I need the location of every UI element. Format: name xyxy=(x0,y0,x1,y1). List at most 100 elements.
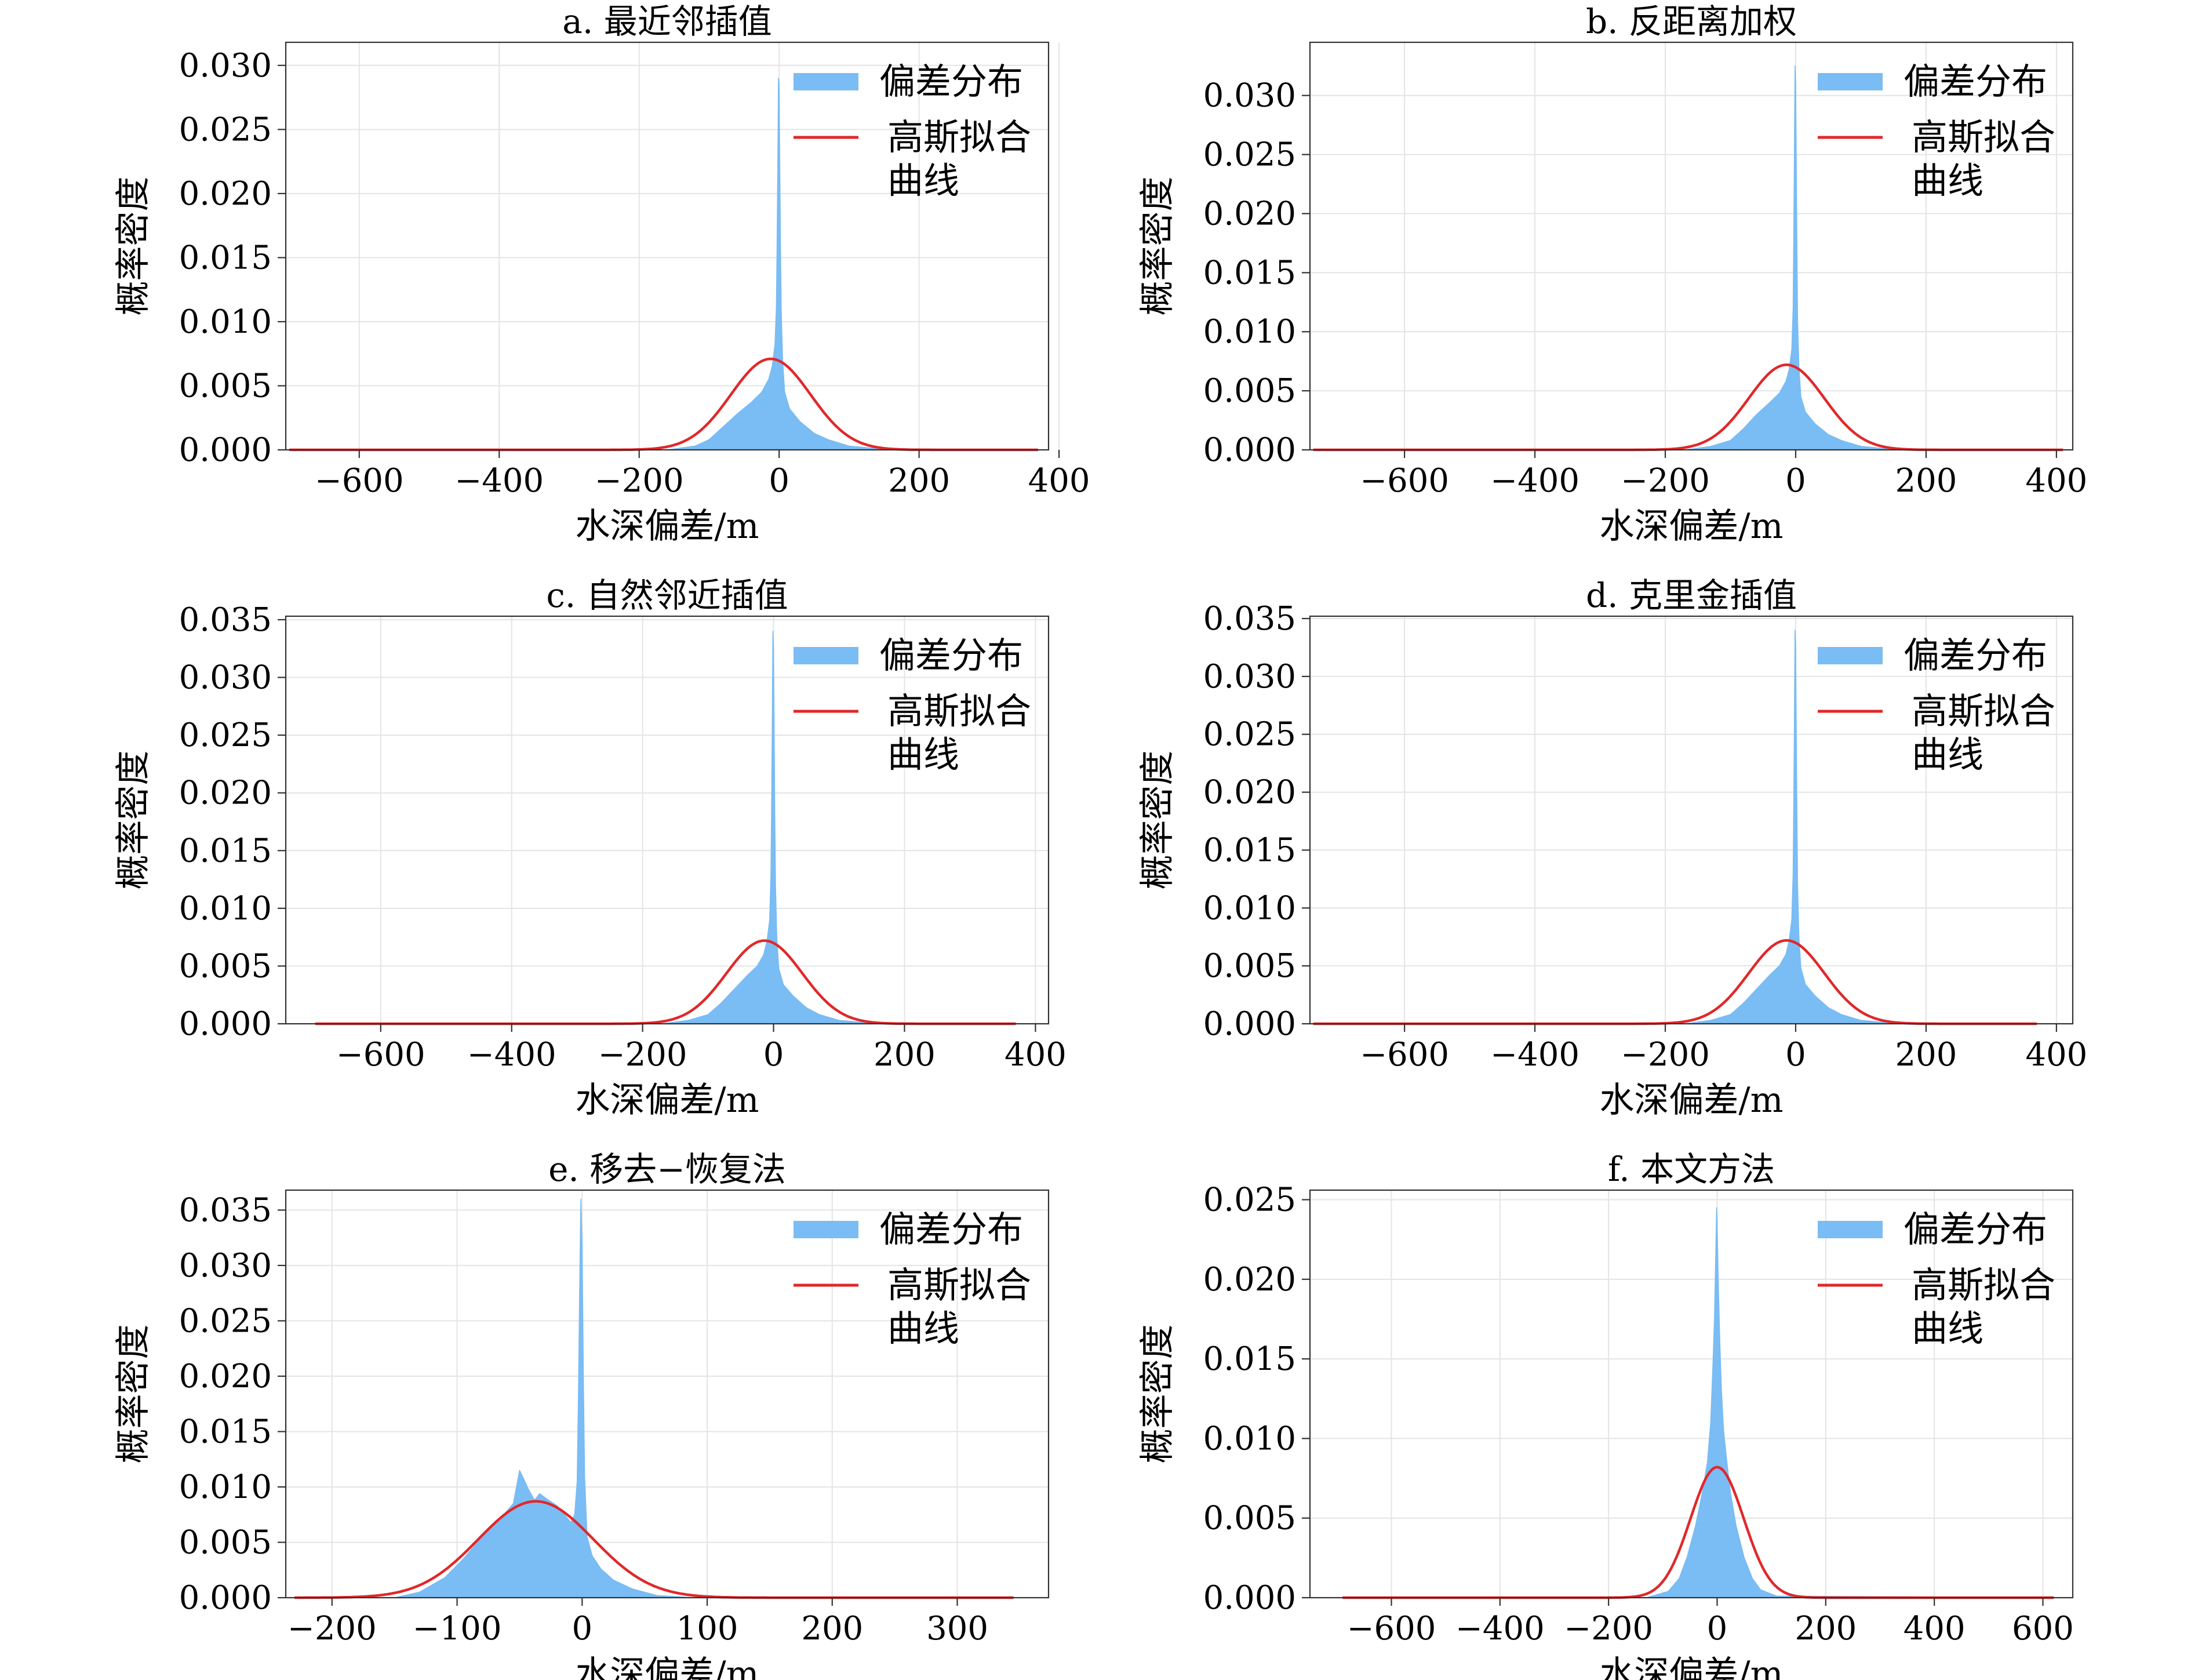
y-tick-label: 0.015 xyxy=(179,832,272,870)
x-tick-label: 0 xyxy=(763,1036,784,1074)
legend-hist-swatch xyxy=(794,73,858,90)
chart-panel-c: −600 −400 −200 0 200 4000.0000.0050.0100.0150… xyxy=(113,576,1067,1121)
y-tick-label: 0.015 xyxy=(1203,831,1296,869)
y-tick-label: 0.025 xyxy=(1203,716,1296,754)
legend-fit-label-line2: 曲线 xyxy=(887,1307,959,1350)
histogram-bars xyxy=(1342,1207,2054,1598)
legend-fit-label-line2: 曲线 xyxy=(1912,159,1983,202)
y-tick-label: 0.010 xyxy=(1203,313,1296,351)
x-tick-label: 400 xyxy=(1028,462,1090,500)
legend-fit-label-line1: 高斯拟合 xyxy=(887,1264,1031,1306)
x-axis-ticks: −600 −400 −200 0 200 400 xyxy=(1360,450,2087,500)
y-axis-ticks: 0.000 0.005 0.010 0.015 0.020 0.025 0.030 xyxy=(179,47,286,469)
x-axis-label: 水深偏差/m xyxy=(575,1080,759,1121)
legend-hist-swatch xyxy=(1818,73,1883,90)
x-tick-label: 200 xyxy=(1795,1610,1857,1648)
y-tick-label: 0.030 xyxy=(1203,77,1296,115)
chart-title: c. 自然邻近插值 xyxy=(546,576,788,615)
chart-title: f. 本文方法 xyxy=(1608,1150,1775,1189)
y-tick-label: 0.025 xyxy=(179,1302,272,1340)
y-axis-label: 概率密度 xyxy=(1137,751,1178,890)
y-tick-label: 0.020 xyxy=(1203,1261,1296,1299)
x-axis-label: 水深偏差/m xyxy=(575,1654,759,1680)
legend-hist-swatch xyxy=(1818,647,1883,664)
legend-fit-label-line1: 高斯拟合 xyxy=(887,116,1031,158)
y-tick-label: 0.015 xyxy=(1203,1340,1296,1378)
y-tick-label: 0.035 xyxy=(1203,600,1296,638)
y-tick-label: 0.010 xyxy=(179,303,272,341)
axes-frame xyxy=(1309,615,2074,1025)
x-tick-label: 400 xyxy=(2025,1036,2087,1074)
x-tick-label: −600 xyxy=(1360,1036,1449,1074)
chart-title: a. 最近邻插值 xyxy=(562,2,771,41)
axes-frame xyxy=(285,1189,1050,1599)
x-axis-label: 水深偏差/m xyxy=(1599,506,1783,547)
x-axis-label: 水深偏差/m xyxy=(575,506,759,547)
y-axis-label: 概率密度 xyxy=(1137,177,1178,316)
y-tick-label: 0.030 xyxy=(179,47,272,85)
axes-frame xyxy=(1309,41,2074,451)
y-tick-label: 0.010 xyxy=(179,890,272,928)
y-tick-label: 0.015 xyxy=(179,239,272,277)
y-axis-ticks: 0.000 0.005 0.010 0.015 0.020 0.025 0.030 0.035 xyxy=(179,601,286,1043)
legend-fit-label-line2: 曲线 xyxy=(887,733,959,776)
x-tick-label: −600 xyxy=(1360,462,1449,500)
y-axis-label: 概率密度 xyxy=(113,177,154,316)
x-tick-label: 0 xyxy=(769,462,789,500)
x-tick-label: −600 xyxy=(336,1036,425,1074)
x-tick-label: 400 xyxy=(2025,462,2087,500)
y-axis-ticks: 0.000 0.005 0.010 0.015 0.020 0.025 0.030 0.035 xyxy=(179,1191,286,1617)
legend-fit-label-line1: 高斯拟合 xyxy=(1912,690,2055,732)
x-axis-ticks: −600 −400 −200 0 200 400 xyxy=(336,1024,1067,1074)
x-axis-ticks: −600 −400 −200 0 200 400 xyxy=(315,450,1090,500)
chart-panel-a: −600 −400 −200 0 200 4000.0000.0050.0100.0150… xyxy=(113,2,1090,547)
legend-fit-label-line2: 曲线 xyxy=(1912,1307,1983,1350)
x-tick-label: −400 xyxy=(1455,1610,1545,1648)
x-axis-label: 水深偏差/m xyxy=(1599,1654,1783,1680)
chart-title: b. 反距离加权 xyxy=(1586,2,1797,41)
legend-hist-label: 偏差分布 xyxy=(1904,634,2047,677)
y-tick-label: 0.005 xyxy=(1203,1500,1296,1537)
x-tick-label: 400 xyxy=(1004,1036,1067,1074)
x-tick-label: 0 xyxy=(1707,1610,1728,1648)
x-tick-label: 100 xyxy=(676,1610,738,1648)
x-tick-label: −400 xyxy=(467,1036,556,1074)
x-tick-label: −100 xyxy=(413,1610,502,1648)
y-tick-label: 0.020 xyxy=(1203,195,1296,232)
x-tick-label: 0 xyxy=(1785,1036,1806,1074)
x-axis-ticks: −600 −400 −200 0 200 400 600 xyxy=(1347,1598,2074,1648)
axes-frame xyxy=(285,41,1050,451)
chart-panel-e: −200 −100 0 100 200 3000.0000.0050.0100.0150.… xyxy=(113,1150,1050,1680)
x-tick-label: 300 xyxy=(926,1610,988,1648)
y-tick-label: 0.000 xyxy=(179,1579,272,1617)
y-tick-label: 0.025 xyxy=(1203,136,1296,174)
histogram-bars xyxy=(289,78,1039,450)
y-tick-label: 0.010 xyxy=(1203,1420,1296,1457)
x-tick-label: −400 xyxy=(1490,1036,1579,1074)
chart-panel-d: −600 −400 −200 0 200 4000.0000.0050.0100.0150… xyxy=(1137,576,2087,1121)
legend-fit-label-line2: 曲线 xyxy=(887,159,959,202)
y-tick-label: 0.025 xyxy=(179,717,272,754)
y-tick-label: 0.035 xyxy=(179,601,272,639)
chart-title: d. 克里金插值 xyxy=(1586,576,1797,615)
y-axis-label: 概率密度 xyxy=(1137,1325,1178,1464)
y-axis-ticks: 0.000 0.005 0.010 0.015 0.020 0.025 0.030 xyxy=(1203,77,1310,469)
y-tick-label: 0.030 xyxy=(179,659,272,697)
y-tick-label: 0.035 xyxy=(179,1191,272,1229)
y-tick-label: 0.005 xyxy=(179,947,272,985)
y-tick-label: 0.020 xyxy=(1203,774,1296,812)
y-tick-label: 0.000 xyxy=(179,1005,272,1043)
y-tick-label: 0.030 xyxy=(179,1247,272,1285)
axes-frame xyxy=(285,615,1050,1025)
x-tick-label: −200 xyxy=(287,1610,377,1648)
x-tick-label: 200 xyxy=(874,1036,936,1074)
x-tick-label: 0 xyxy=(1785,462,1806,500)
legend-fit-label-line1: 高斯拟合 xyxy=(1912,116,2055,158)
legend-hist-label: 偏差分布 xyxy=(1904,60,2047,103)
x-tick-label: −200 xyxy=(1621,1036,1710,1074)
x-tick-label: −600 xyxy=(315,462,404,500)
x-tick-label: 200 xyxy=(1895,1036,1957,1074)
